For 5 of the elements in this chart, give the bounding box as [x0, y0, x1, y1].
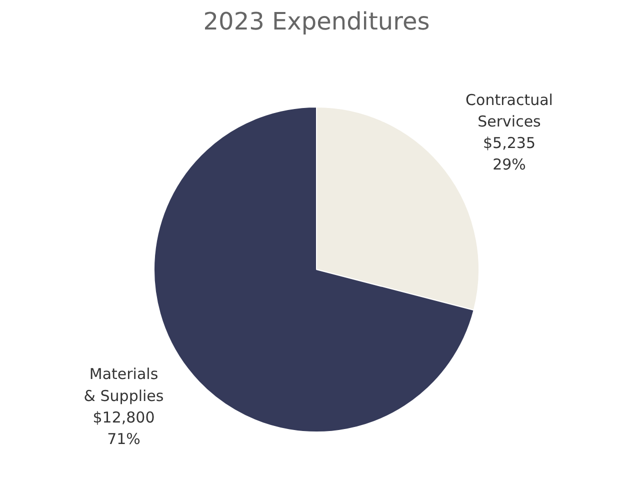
chart-title: 2023 Expenditures — [203, 8, 430, 36]
slice-label: Materials & Supplies — [84, 365, 164, 405]
data-label: $5,235 29% — [483, 134, 536, 174]
data-label: $12,800 71% — [92, 408, 155, 448]
slice-label: Contractual Services — [466, 90, 553, 131]
